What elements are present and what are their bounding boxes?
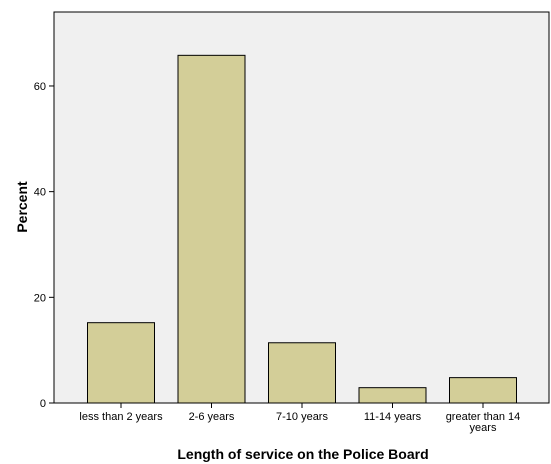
bar (177, 54, 246, 404)
x-tick-label: 7-10 years (276, 411, 328, 423)
bar (268, 342, 336, 404)
y-axis-title: Percent (14, 181, 30, 233)
y-tick-label: 20 (34, 292, 46, 304)
x-tick-label-line: years (470, 422, 497, 434)
x-tick-label: 2-6 years (189, 411, 235, 423)
x-tick-label: 11-14 years (364, 411, 422, 423)
x-tick-label-line: greater than 14 (446, 411, 521, 423)
y-tick-label: 60 (34, 81, 46, 93)
bars (87, 54, 517, 404)
x-tick-label: greater than 14 years (446, 411, 521, 434)
x-axis-title: Length of service on the Police Board (177, 446, 428, 462)
x-tick-label-line: 7-10 years (276, 411, 328, 423)
y-tick-label: 40 (34, 187, 46, 199)
bar (358, 387, 427, 404)
y-axis: 0 20 40 60 (34, 81, 54, 410)
x-tick-label-line: less than 2 years (79, 411, 163, 423)
x-tick-label-line: 2-6 years (189, 411, 235, 423)
x-tick-label-line: 11-14 years (364, 411, 422, 423)
bar (87, 322, 155, 404)
x-tick-label: less than 2 years (79, 411, 163, 423)
x-axis: less than 2 years 2-6 years 7-10 years 11-1… (79, 403, 520, 434)
bar (449, 377, 517, 404)
y-tick-label: 0 (40, 398, 46, 410)
